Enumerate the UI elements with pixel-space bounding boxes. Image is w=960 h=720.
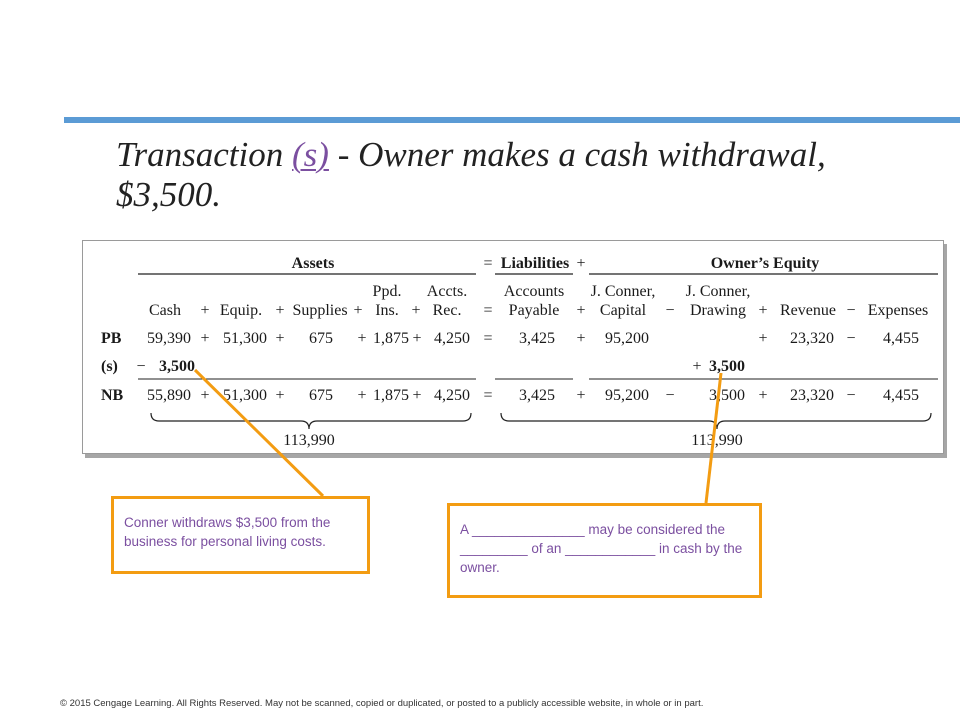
header-accts-line2: Rec. [433,302,462,319]
nb-accounts-payable: 3,425 [519,387,555,404]
op-equals: = [483,330,492,347]
nb-equip: 51,300 [223,387,267,404]
callout-left-text: Conner withdraws $3,500 from the busines… [124,515,331,549]
callout-right-text: A _______________ may be considered the … [460,522,743,575]
header-capital-line2: Capital [600,302,647,319]
nb-capital: 95,200 [605,387,649,404]
nb-supplies: 675 [309,387,333,404]
op-minus: − [136,358,145,375]
op-minus: − [665,387,674,404]
op-plus: + [275,387,284,404]
op-plus: + [412,330,421,347]
row-label-pb: PB [101,330,122,347]
top-accent-line [64,117,960,123]
op-minus: − [846,330,855,347]
title-pre: Transaction [116,135,293,174]
pb-equip: 51,300 [223,330,267,347]
equals-top: = [483,255,492,272]
accounting-equation-table: Assets = Liabilities + Owner’s Equity Ca… [82,240,944,454]
copyright-footer: © 2015 Cengage Learning. All Rights Rese… [60,698,704,709]
slide-title: Transaction (s) - Owner makes a cash wit… [116,135,916,215]
op-plus: + [200,387,209,404]
op-minus: − [846,387,855,404]
row-label-s: (s) [101,358,118,375]
header-drawing-line2: Drawing [690,302,746,319]
op-plus: + [692,358,701,375]
op-plus: + [353,302,362,319]
s-drawing: 3,500 [709,358,745,375]
op-plus: + [200,330,209,347]
op-plus: + [576,330,585,347]
nb-revenue: 23,320 [790,387,834,404]
header-ppd-line1: Ppd. [373,283,402,300]
total-assets: 113,990 [283,432,334,449]
header-expenses: Expenses [868,302,928,319]
plus-top: + [576,255,585,272]
header-ap-line2: Payable [509,302,560,319]
op-plus: + [357,330,366,347]
header-capital-line1: J. Conner, [591,283,656,300]
header-equip: Equip. [220,302,262,319]
op-plus: + [758,330,767,347]
header-accts-line1: Accts. [427,283,467,300]
header-revenue: Revenue [780,302,836,319]
op-plus: + [576,387,585,404]
op-plus: + [758,302,767,319]
pb-accts-rec: 4,250 [434,330,470,347]
pb-revenue: 23,320 [790,330,834,347]
op-equals: = [483,387,492,404]
header-drawing-line1: J. Conner, [686,283,751,300]
op-plus: + [758,387,767,404]
op-equals: = [483,302,492,319]
total-liabilities-equity: 113,990 [691,432,742,449]
title-post: - Owner makes a cash withdrawal, $3,500. [116,135,826,214]
op-plus: + [357,387,366,404]
pb-supplies: 675 [309,330,333,347]
pb-expenses: 4,455 [883,330,919,347]
s-cash: 3,500 [159,358,195,375]
op-plus: + [275,302,284,319]
row-label-nb: NB [101,387,124,404]
op-plus: + [200,302,209,319]
nb-accts-rec: 4,250 [434,387,470,404]
nb-cash: 55,890 [147,387,191,404]
op-plus: + [411,302,420,319]
assets-brace [150,412,472,430]
pb-accounts-payable: 3,425 [519,330,555,347]
title-transaction-tag: (s) [292,135,329,174]
equation-drawing: Assets = Liabilities + Owner’s Equity Ca… [101,255,938,449]
op-plus: + [412,387,421,404]
group-owners-equity: Owner’s Equity [711,255,820,272]
op-minus: − [665,302,674,319]
group-assets: Assets [292,255,335,272]
nb-expenses: 4,455 [883,387,919,404]
op-plus: + [576,302,585,319]
header-ap-line1: Accounts [504,283,564,300]
nb-drawing: 3,500 [709,387,745,404]
callout-withdrawal-explanation: Conner withdraws $3,500 from the busines… [111,496,370,574]
pb-capital: 95,200 [605,330,649,347]
liab-equity-brace [500,412,932,430]
op-minus: − [846,302,855,319]
pb-ppd-ins: 1,875 [373,330,409,347]
group-liabilities: Liabilities [501,255,569,272]
header-supplies: Supplies [292,302,347,319]
header-cash: Cash [149,302,181,319]
header-ppd-line2: Ins. [375,302,399,319]
op-plus: + [275,330,284,347]
pb-cash: 59,390 [147,330,191,347]
callout-fill-in-blank: A _______________ may be considered the … [447,503,762,598]
nb-ppd-ins: 1,875 [373,387,409,404]
